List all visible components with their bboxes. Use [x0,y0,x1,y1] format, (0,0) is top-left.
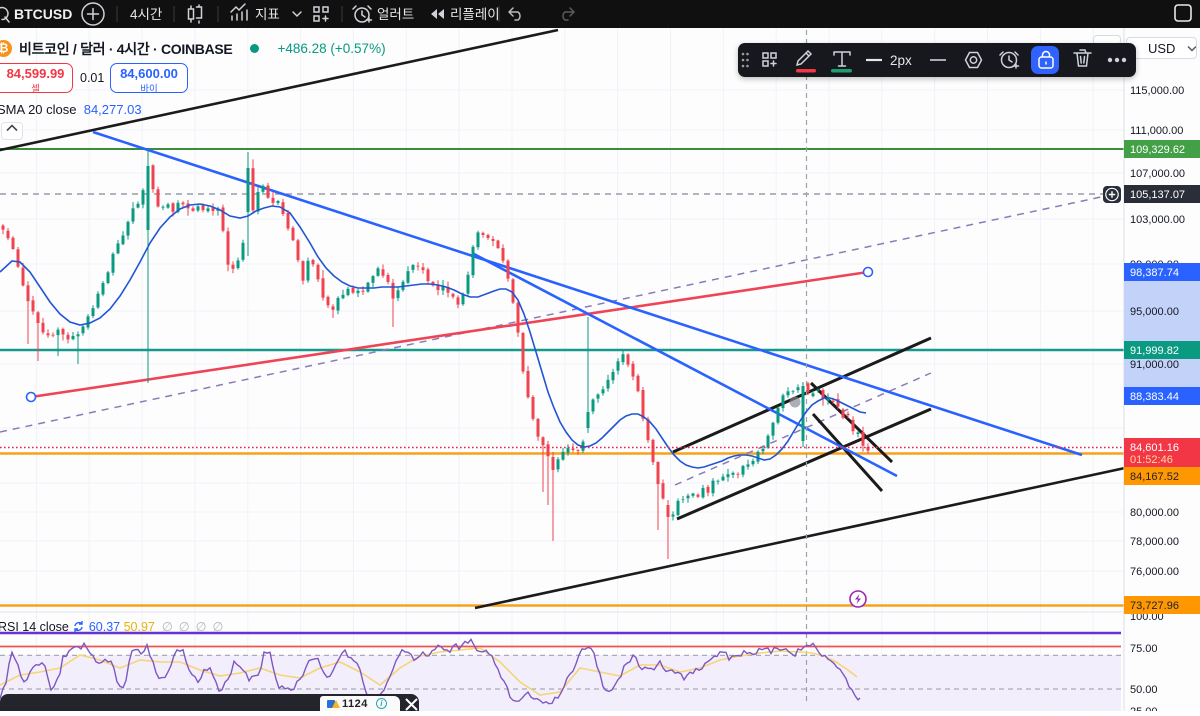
svg-text:얼러트: 얼러트 [377,7,414,22]
svg-text:25.00: 25.00 [1130,706,1158,711]
svg-text:78,000.00: 78,000.00 [1130,536,1179,548]
svg-text:01:52:46: 01:52:46 [1130,454,1173,466]
svg-text:80,000.00: 80,000.00 [1130,507,1179,519]
svg-text:BTCUSD: BTCUSD [14,6,72,22]
svg-text:109,329.62: 109,329.62 [1130,144,1185,156]
svg-text:115,000.00: 115,000.00 [1130,85,1184,97]
svg-text:73,727.96: 73,727.96 [1130,600,1179,612]
svg-text:91,000.00: 91,000.00 [1130,359,1179,371]
svg-text:111,000.00: 111,000.00 [1130,125,1183,137]
svg-text:지표: 지표 [255,7,280,22]
svg-text:2px: 2px [890,53,912,68]
svg-text:107,000.00: 107,000.00 [1130,168,1185,180]
svg-text:84,601.16: 84,601.16 [1130,442,1179,454]
svg-text:76,000.00: 76,000.00 [1130,566,1179,578]
svg-text:105,137.07: 105,137.07 [1130,189,1185,201]
svg-text:4시간: 4시간 [130,7,162,22]
svg-text:98,387.74: 98,387.74 [1130,267,1179,279]
svg-text:50.00: 50.00 [1130,684,1158,696]
svg-text:91,999.82: 91,999.82 [1130,345,1179,357]
svg-text:84,167.52: 84,167.52 [1130,471,1179,483]
svg-text:95,000.00: 95,000.00 [1130,306,1179,318]
svg-text:88,383.44: 88,383.44 [1130,391,1179,403]
svg-text:75.00: 75.00 [1130,643,1158,655]
svg-text:103,000.00: 103,000.00 [1130,214,1185,226]
svg-text:리플레이: 리플레이 [450,7,500,22]
